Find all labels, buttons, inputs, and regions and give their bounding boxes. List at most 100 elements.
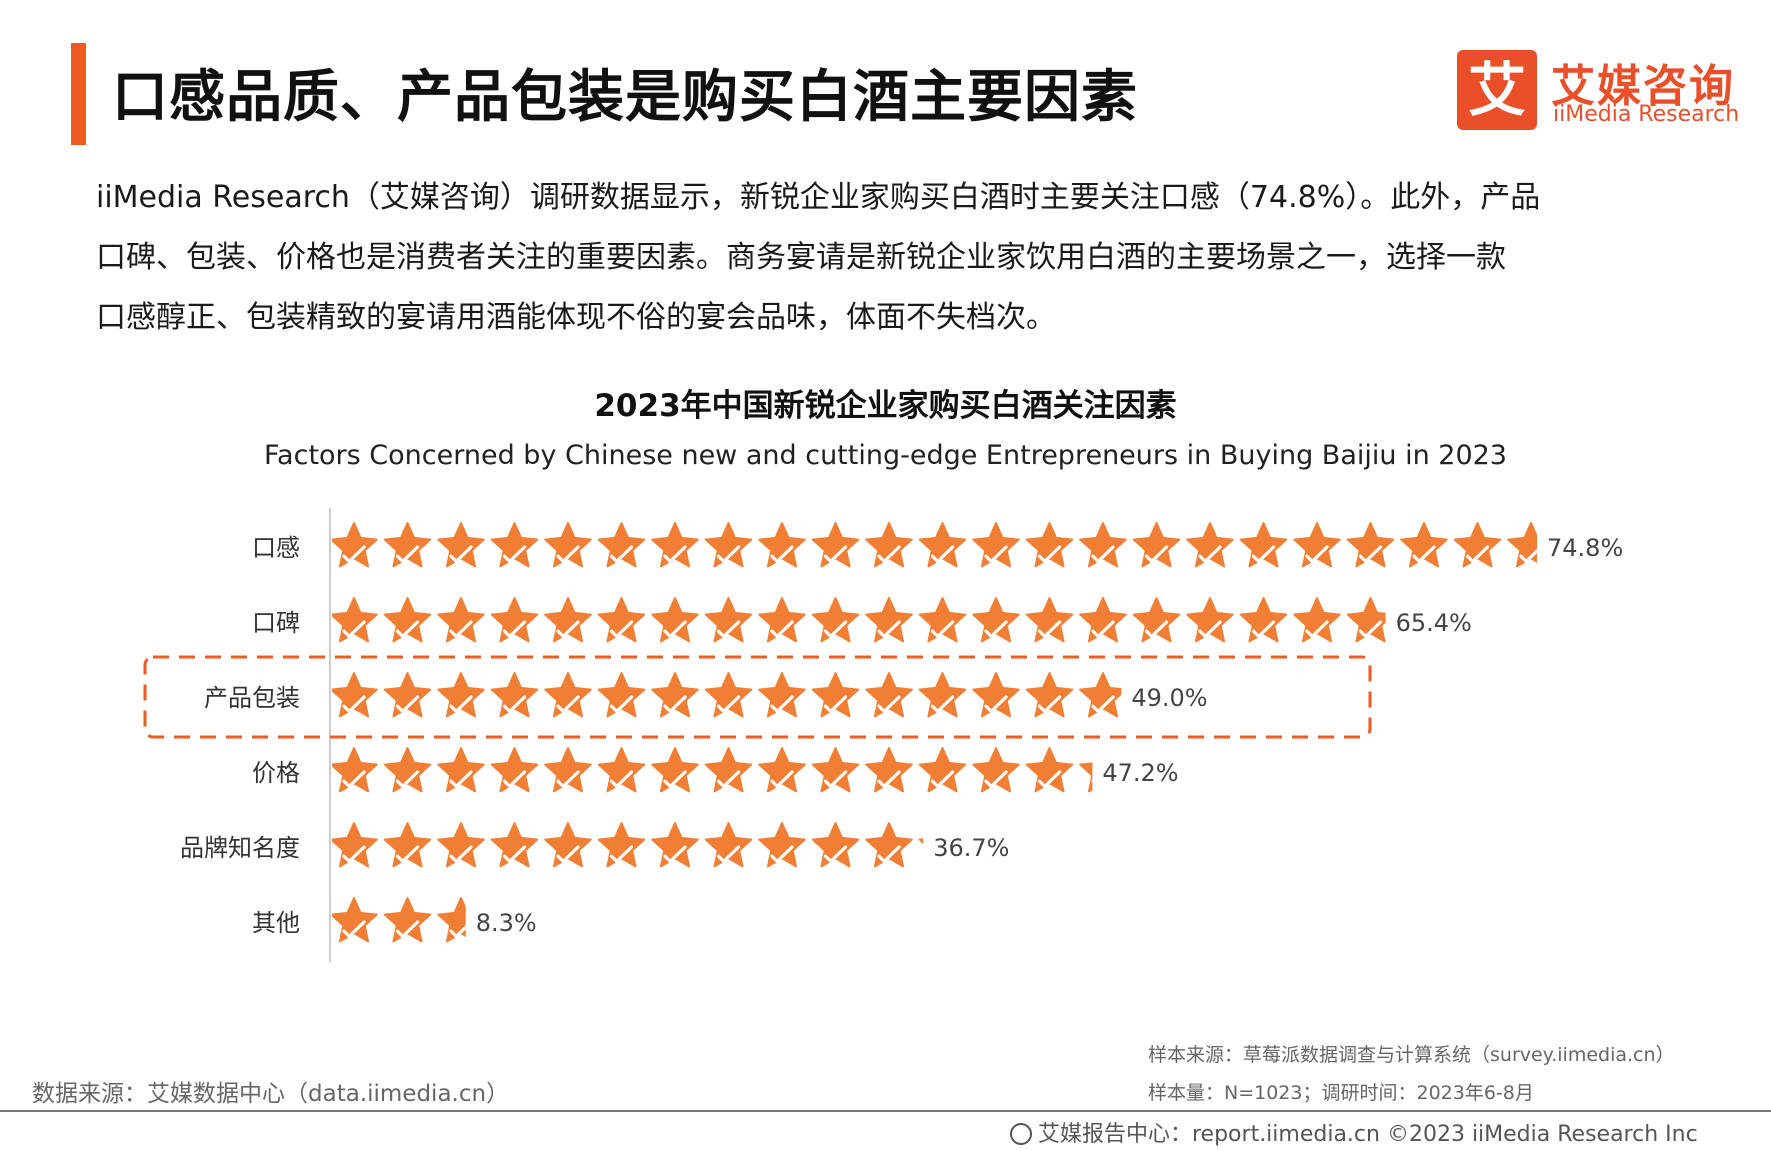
star-icon <box>543 671 593 718</box>
star-icon <box>436 596 486 643</box>
star-icon <box>811 671 860 718</box>
star-icon <box>650 521 700 568</box>
intro-line: 口感醇正、包装精致的宴请用酒能体现不俗的宴会品味，体面不失档次。 <box>96 300 1056 335</box>
star-bar-chart: 口感 74.8% 口碑 65.4% 产品包装 49.0% 价格 47.2% 品牌知名度 36.7%… <box>143 508 1623 962</box>
category-label: 价格 <box>252 759 300 787</box>
star-icon <box>383 521 432 568</box>
chart-subtitle: Factors Concerned by Chinese new and cut… <box>264 440 1507 471</box>
intro-line: 口碑、包装、价格也是消费者关注的重要因素。商务宴请是新锐企业家饮用白酒的主要场景… <box>96 240 1506 275</box>
star-icon <box>1239 521 1288 568</box>
sample-source: 样本来源：草莓派数据调查与计算系统（survey.iimedia.cn） <box>1148 1044 1675 1066</box>
star-icon <box>383 746 432 793</box>
star-icon <box>436 746 486 793</box>
category-label: 口碑 <box>252 609 300 637</box>
star-icon <box>1025 746 1074 793</box>
value-label: 47.2% <box>1102 759 1178 787</box>
value-label: 74.8% <box>1547 534 1623 562</box>
star-icon <box>383 596 432 643</box>
page-title: 口感品质、产品包装是购买白酒主要因素 <box>112 65 1138 130</box>
category-label: 产品包装 <box>204 684 300 712</box>
star-icon <box>1292 521 1342 568</box>
star-icon <box>1132 521 1181 568</box>
logo-name-cn: 艾媒咨询 <box>1551 61 1735 112</box>
star-icon <box>1025 521 1074 568</box>
title-accent-bar <box>71 43 86 145</box>
star-icon <box>757 821 807 868</box>
star-icon <box>1292 596 1342 643</box>
star-icon <box>650 746 700 793</box>
star-icon <box>332 896 379 943</box>
star-icon <box>1185 596 1235 643</box>
star-icon <box>757 521 807 568</box>
star-icon <box>597 746 646 793</box>
intro-paragraph: iiMedia Research（艾媒咨询）调研数据显示，新锐企业家购买白酒时主… <box>96 168 1696 348</box>
star-bar <box>332 521 1537 568</box>
star-icon <box>864 746 914 793</box>
star-icon <box>971 746 1021 793</box>
star-icon <box>1078 596 1128 643</box>
star-icon <box>864 521 914 568</box>
intro-line: iiMedia Research（艾媒咨询）调研数据显示，新锐企业家购买白酒时主… <box>96 180 1541 215</box>
star-icon <box>971 596 1021 643</box>
star-icon <box>757 596 807 643</box>
star-icon <box>1346 596 1386 643</box>
star-icon <box>1025 671 1074 718</box>
star-icon <box>1132 596 1181 643</box>
star-icon <box>1078 671 1122 718</box>
star-icon <box>490 521 539 568</box>
star-icon <box>543 821 593 868</box>
sample-size: 样本量：N=1023；调研时间：2023年6-8月 <box>1148 1082 1534 1104</box>
star-icon <box>704 596 753 643</box>
logo-mark: 艾 <box>1457 50 1537 130</box>
star-icon <box>1346 521 1395 568</box>
star-icon <box>543 746 593 793</box>
star-icon <box>757 746 807 793</box>
value-label: 36.7% <box>933 834 1009 862</box>
star-icon <box>332 596 379 643</box>
star-icon <box>1185 521 1235 568</box>
star-icon <box>543 596 593 643</box>
logo-name-en: iiMedia Research <box>1553 102 1740 127</box>
star-icon <box>490 821 539 868</box>
star-icon <box>704 821 753 868</box>
star-icon <box>1078 521 1128 568</box>
star-icon <box>650 671 700 718</box>
star-icon <box>864 821 914 868</box>
star-bar <box>332 746 1093 793</box>
highlight-frame <box>143 655 1372 739</box>
star-icon <box>650 821 700 868</box>
value-label: 65.4% <box>1396 609 1472 637</box>
star-icon <box>811 746 860 793</box>
star-icon <box>918 596 967 643</box>
star-icon <box>597 596 646 643</box>
star-icon <box>971 521 1021 568</box>
star-icon <box>490 596 539 643</box>
category-label: 其他 <box>252 909 300 937</box>
star-icon <box>436 521 486 568</box>
star-icon <box>597 521 646 568</box>
star-bar <box>332 821 924 868</box>
star-icon <box>1399 521 1449 568</box>
star-icon <box>864 596 914 643</box>
chart-title: 2023年中国新锐企业家购买白酒关注因素 <box>594 388 1177 424</box>
value-label: 49.0% <box>1131 684 1207 712</box>
star-icon <box>1025 596 1074 643</box>
category-label: 口感 <box>252 534 300 562</box>
star-icon <box>1453 521 1502 568</box>
star-icon <box>332 821 379 868</box>
footer-divider <box>0 1110 1771 1112</box>
star-icon <box>490 671 539 718</box>
star-icon <box>918 521 967 568</box>
star-icon <box>918 746 967 793</box>
report-center-text: 艾媒报告中心：report.iimedia.cn ©2023 iiMedia R… <box>1038 1122 1698 1147</box>
star-icon <box>811 596 860 643</box>
star-icon <box>811 821 860 868</box>
value-label: 8.3% <box>476 909 537 937</box>
star-icon <box>543 521 593 568</box>
star-icon <box>597 671 646 718</box>
star-icon <box>383 896 432 943</box>
star-icon <box>1239 596 1288 643</box>
footer-copyright: 艾媒报告中心：report.iimedia.cn ©2023 iiMedia R… <box>1010 1116 1698 1148</box>
star-icon <box>704 671 753 718</box>
star-icon <box>332 521 379 568</box>
